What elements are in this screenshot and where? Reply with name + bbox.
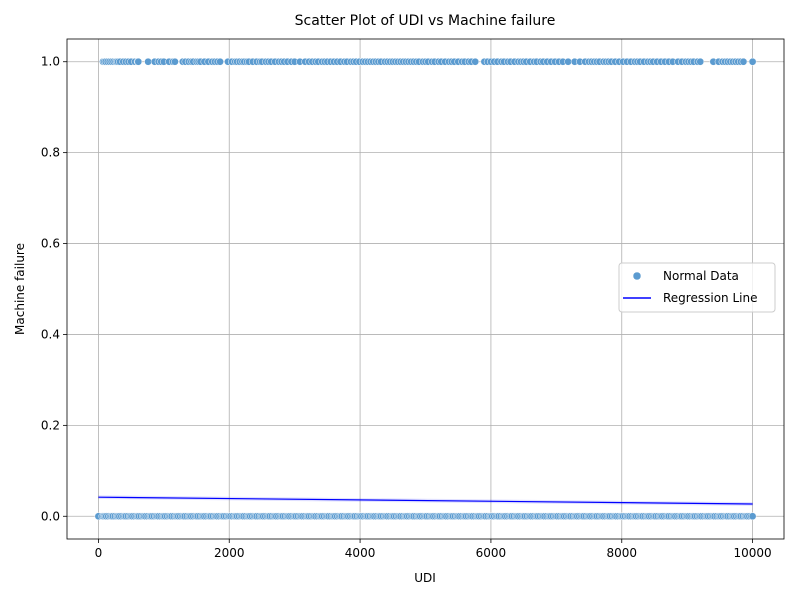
x-tick-label: 6000: [476, 546, 507, 560]
data-point: [748, 512, 757, 521]
x-tick-label: 2000: [214, 546, 245, 560]
x-tick-label: 4000: [345, 546, 376, 560]
y-tick-label: 0.4: [41, 327, 60, 341]
legend-box: [618, 262, 776, 313]
scatter-points: [94, 57, 757, 521]
legend-label-normal-data: Normal Data: [663, 269, 739, 283]
x-tick-label: 8000: [606, 546, 637, 560]
chart-title: Scatter Plot of UDI vs Machine failure: [295, 13, 556, 29]
grid: [67, 39, 784, 539]
regression-line-group: [98, 496, 753, 505]
y-tick-label: 0.2: [41, 418, 60, 432]
data-point: [564, 57, 572, 66]
y-tick-label: 1.0: [41, 55, 60, 69]
regression-line: [98, 496, 753, 505]
data-point: [748, 57, 757, 66]
y-axis-label: Machine failure: [13, 243, 27, 335]
data-point: [144, 57, 152, 66]
data-point: [696, 57, 705, 66]
plot-frame: [66, 38, 785, 540]
data-point: [134, 57, 143, 66]
x-axis-label: UDI: [414, 571, 436, 585]
x-tick-label: 0: [95, 546, 103, 560]
y-tick-label: 0.6: [41, 237, 60, 251]
y-tick-label: 0.0: [41, 509, 60, 523]
x-tick-label: 10000: [734, 546, 772, 560]
data-point: [471, 57, 480, 66]
legend: Normal Data Regression Line: [618, 262, 776, 313]
legend-marker-normal-data: [632, 271, 642, 281]
data-point: [171, 57, 179, 66]
data-point: [739, 57, 748, 66]
legend-label-regression-line: Regression Line: [663, 291, 757, 305]
axis-ticks: 0 2000 4000 6000 8000 10000 0.0 0.2 0.4 0.6 0.8 1.0: [41, 55, 772, 560]
y-tick-label: 0.8: [41, 146, 60, 160]
data-point: [216, 57, 224, 66]
